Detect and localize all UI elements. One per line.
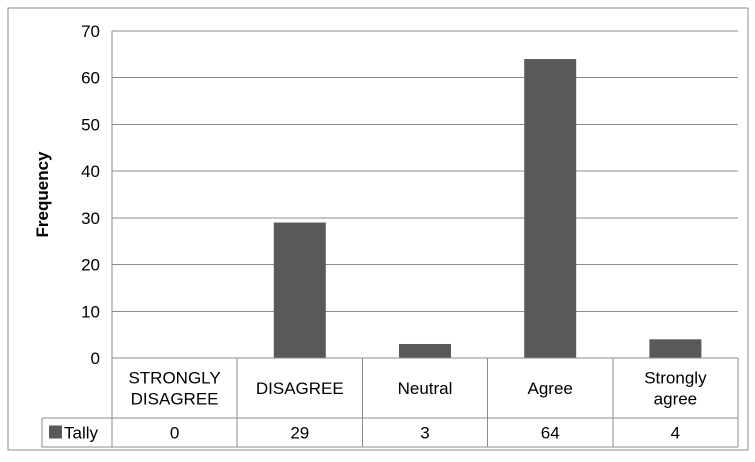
data-table-cell: 0 (170, 424, 179, 443)
y-tick-label: 60 (81, 69, 100, 88)
y-tick-label: 20 (81, 256, 100, 275)
y-tick-label: 0 (91, 349, 100, 368)
category-label: agree (654, 390, 697, 409)
data-table-cell: 3 (420, 424, 429, 443)
data-table-cell: 29 (290, 424, 309, 443)
category-label: Agree (528, 379, 573, 398)
data-table-cell: 4 (671, 424, 680, 443)
bar (273, 222, 326, 358)
category-label: DISAGREE (256, 379, 344, 398)
y-tick-label: 40 (81, 162, 100, 181)
category-label: STRONGLY (128, 369, 220, 388)
data-table-cell: 64 (541, 424, 560, 443)
category-label: Neutral (398, 379, 453, 398)
bar (524, 59, 577, 359)
y-axis-title: Frequency (33, 151, 52, 238)
legend-label: Tally (64, 424, 99, 443)
chart-border (7, 7, 749, 451)
category-label: Strongly (644, 369, 707, 388)
y-tick-label: 10 (81, 302, 100, 321)
y-tick-label: 50 (81, 115, 100, 134)
legend-swatch (49, 425, 62, 439)
bar (399, 343, 451, 358)
y-tick-label: 70 (81, 22, 100, 41)
y-tick-label: 30 (81, 209, 100, 228)
bar (649, 339, 702, 358)
category-label: DISAGREE (131, 390, 219, 409)
